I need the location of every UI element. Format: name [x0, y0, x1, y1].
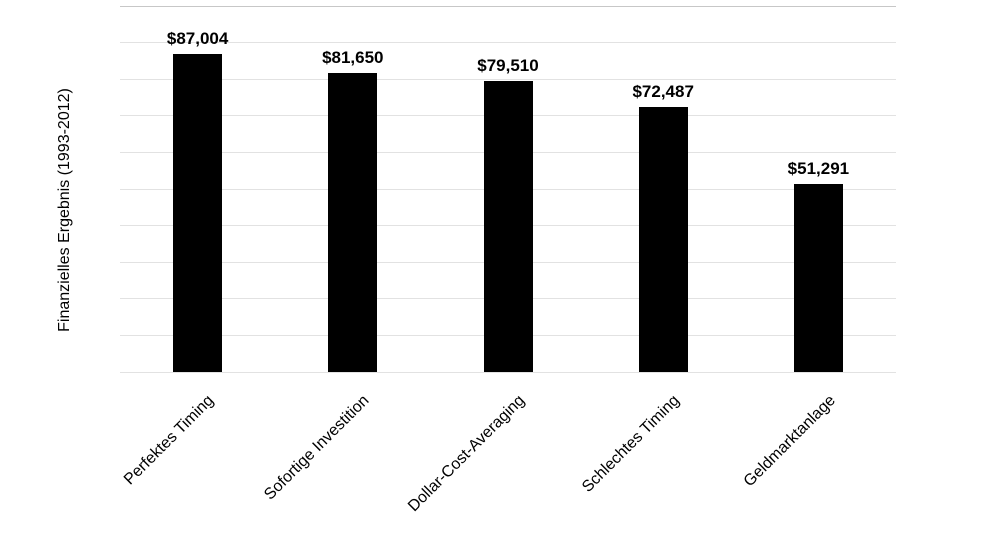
- bar-value-label: $87,004: [166, 28, 229, 48]
- bar-value-label: $72,487: [632, 81, 694, 101]
- bar-value-label: $51,291: [787, 159, 850, 179]
- bar: [483, 80, 533, 372]
- x-axis-label: Sofortige Investition: [261, 392, 373, 504]
- x-axis-label: Dollar-Cost-Averaging: [404, 392, 529, 516]
- bar-value-label: $81,650: [322, 48, 384, 68]
- bar: [328, 73, 378, 372]
- y-axis-title: Finanzielles Ergebnis (1993-2012): [56, 88, 73, 332]
- x-axis-label: Perfektes Timing: [121, 392, 218, 489]
- bar: [638, 106, 688, 372]
- gridline: [120, 42, 896, 44]
- gridline: [120, 5, 896, 7]
- x-axis-label: Geldmarktanlage: [740, 392, 839, 491]
- bar-value-label: $79,510: [477, 55, 539, 75]
- bar: [173, 53, 223, 372]
- bar: [793, 184, 843, 372]
- gridline: [120, 371, 896, 373]
- gridline: [120, 78, 896, 80]
- x-axis-label: Schlechtes Timing: [579, 392, 684, 496]
